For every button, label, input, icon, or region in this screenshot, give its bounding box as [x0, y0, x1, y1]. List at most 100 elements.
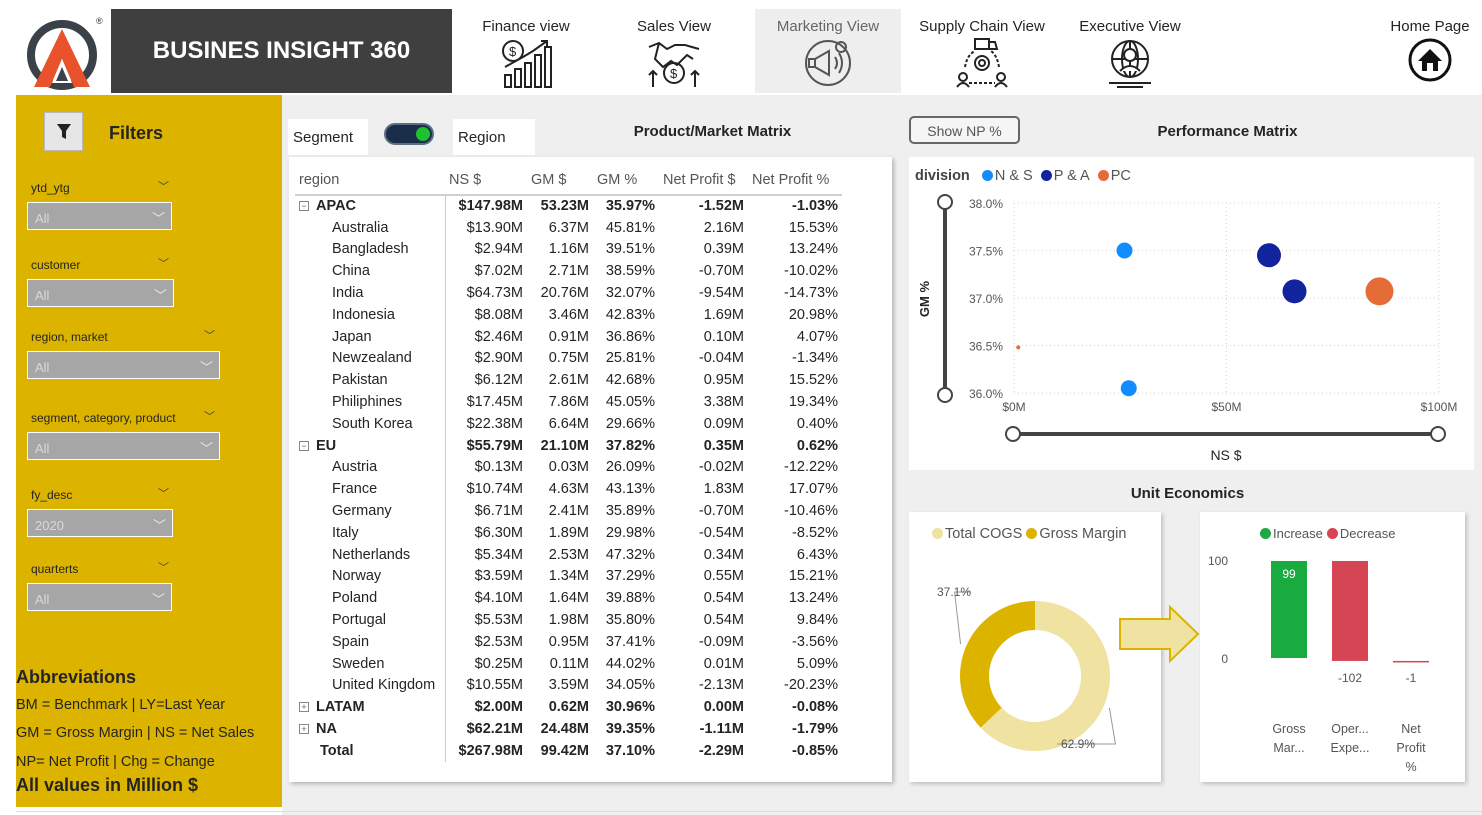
filter-dropdown-quarters[interactable]: All ﹀ [27, 583, 172, 611]
expand-icon[interactable]: + [299, 702, 309, 713]
legend-item[interactable]: Increase [1260, 526, 1323, 541]
expand-icon[interactable]: + [299, 724, 309, 735]
table-cell: 37.10% [605, 742, 655, 759]
table-cell: 9.84% [796, 612, 838, 629]
nav-home-page[interactable]: Home Page [1382, 9, 1478, 93]
table-cell: $267.98M [458, 742, 524, 759]
table-cell: -1.79% [792, 721, 838, 738]
collapse-chevron-icon[interactable]: ﹀ [158, 181, 169, 193]
row-label: − APAC [295, 195, 446, 217]
filters-title: Filters [109, 123, 164, 143]
svg-text:$: $ [509, 44, 517, 59]
legend-label: Gross Margin [1039, 526, 1127, 542]
legend-item[interactable]: Decrease [1326, 526, 1396, 541]
legend-label: Decrease [1339, 526, 1396, 541]
collapse-chevron-icon[interactable]: ﹀ [204, 330, 215, 342]
legend-swatch [1040, 170, 1052, 181]
show-np-button[interactable]: Show NP % [909, 116, 1020, 144]
company-logo: ® [16, 9, 110, 93]
row-label-text: Portugal [332, 612, 387, 629]
row-label-text: Total [320, 742, 354, 759]
row-label-text: Poland [332, 590, 378, 607]
segment-region-toggle[interactable] [384, 123, 434, 145]
table-cell: 1.98M [548, 612, 589, 629]
filter-label-ytd: ytd_ytg [31, 181, 70, 195]
table-cell: 2.53M [548, 546, 589, 563]
collapse-chevron-icon[interactable]: ﹀ [158, 562, 169, 574]
column-header[interactable]: region [295, 165, 445, 196]
table-cell: 2.41M [548, 503, 589, 520]
dropdown-value: All [35, 441, 50, 456]
filter-dropdown-ytd[interactable]: All ﹀ [27, 202, 172, 230]
y-tick-label: 100 [1208, 554, 1228, 568]
table-cell: 0.62M [548, 699, 589, 716]
table-cell: 6.64M [548, 415, 589, 432]
nav-finance-view[interactable]: Finance view $ [456, 9, 596, 93]
table-cell: -0.54M [698, 524, 744, 541]
column-header[interactable]: NS $ [445, 165, 527, 196]
dropdown-value: 2020 [35, 518, 64, 533]
filter-dropdown-customer[interactable]: All ﹀ [27, 279, 174, 307]
toggle-label-region[interactable]: Region [453, 119, 535, 155]
toggle-label-segment[interactable]: Segment [288, 119, 368, 155]
nav-sales-view[interactable]: Sales View $ [604, 9, 744, 93]
column-header[interactable]: GM $ [527, 165, 593, 196]
table-cell: $6.12M [474, 372, 523, 389]
collapse-chevron-icon[interactable]: ﹀ [158, 258, 169, 270]
table-cell: -10.02% [783, 263, 838, 280]
matrix-header-row: region NS $ GM $ GM % Net Profit $ Net Profit… [295, 165, 842, 196]
table-cell: 3.46M [548, 306, 589, 323]
svg-text:$: $ [670, 66, 678, 81]
table-row: Austria $0.13M 0.03M 26.09% -0.02M -12.22% [295, 456, 842, 479]
table-cell: 24.48M [540, 721, 589, 738]
collapse-icon[interactable]: − [299, 201, 309, 212]
legend-item[interactable]: Total COGS [932, 526, 1022, 542]
table-cell: 1.34M [548, 568, 589, 585]
column-header[interactable]: Net Profit $ [659, 165, 748, 196]
nav-marketing-view[interactable]: Marketing View [755, 9, 901, 93]
legend-item[interactable]: PC [1097, 168, 1131, 184]
table-cell: 43.13% [605, 481, 655, 498]
table-cell: 1.83M [703, 481, 744, 498]
row-label: Indonesia [295, 303, 446, 326]
table-cell: 0.01M [703, 655, 744, 672]
row-label: India [295, 282, 446, 304]
collapse-chevron-icon[interactable]: ﹀ [158, 488, 169, 500]
table-cell: $147.98M [458, 198, 524, 215]
table-cell: 4.07% [796, 328, 838, 345]
legend-swatch [1097, 170, 1109, 181]
row-label: Spain [295, 630, 446, 653]
filter-dropdown-segment[interactable]: All ﹀ [27, 432, 220, 460]
column-header[interactable]: GM % [593, 165, 659, 196]
table-cell: 0.54M [703, 612, 744, 629]
collapse-icon[interactable]: − [299, 440, 309, 451]
table-cell: 21.10M [540, 437, 589, 454]
nav-executive-view[interactable]: Executive View [1062, 9, 1198, 93]
filter-dropdown-region-market[interactable]: All ﹀ [27, 351, 220, 379]
legend-item[interactable]: P & A [1040, 168, 1090, 184]
table-cell: $2.46M [474, 328, 523, 345]
filter-panel: Filters ytd_ytg ﹀ All ﹀ customer ﹀ All ﹀ r… [16, 95, 282, 807]
bar-value-label: -102 [1338, 671, 1362, 685]
filter-dropdown-fy-desc[interactable]: 2020 ﹀ [27, 509, 173, 537]
table-cell: $5.53M [474, 612, 523, 629]
legend-item[interactable]: Gross Margin [1026, 526, 1126, 542]
row-label: + LATAM [295, 696, 446, 719]
column-header[interactable]: Net Profit % [748, 165, 842, 196]
legend-label: PC [1110, 168, 1131, 184]
table-cell: 45.05% [605, 394, 655, 411]
table-cell: 1.69M [703, 306, 744, 323]
table-cell: -0.85% [792, 742, 838, 759]
table-cell: 20.76M [540, 285, 589, 302]
collapse-chevron-icon[interactable]: ﹀ [204, 411, 215, 423]
row-label: Australia [295, 216, 446, 239]
table-row: Spain $2.53M 0.95M 37.41% -0.09M -3.56% [295, 630, 842, 653]
nav-home-label: Home Page [1390, 18, 1470, 35]
matrix-table: region NS $ GM $ GM % Net Profit $ Net Profit… [295, 165, 842, 762]
legend-item[interactable]: N & S [981, 168, 1033, 184]
filter-toggle-button[interactable] [44, 112, 83, 151]
table-cell: -1.52M [698, 198, 744, 215]
nav-supply-chain-view[interactable]: Supply Chain View [906, 9, 1058, 93]
table-cell: 3.59M [548, 677, 589, 694]
table-cell: -0.09M [698, 633, 744, 650]
